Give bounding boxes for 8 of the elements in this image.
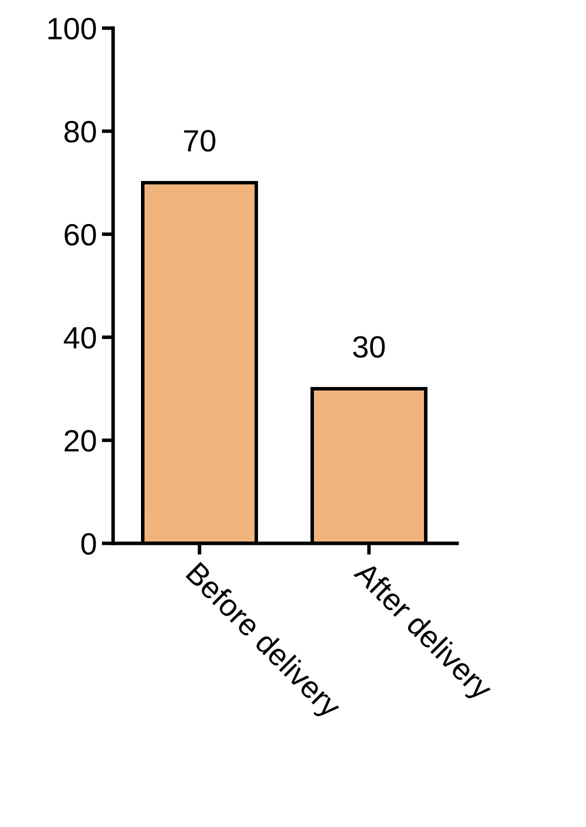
data-label: 30 (353, 336, 385, 358)
y-tick-label: 40 (64, 326, 96, 349)
y-tick-label: 20 (64, 430, 96, 452)
y-tick-label: 80 (64, 120, 96, 143)
y-tick-label: 100 (48, 18, 96, 40)
y-tick-label: 0 (81, 533, 96, 555)
y-tick-label: 60 (64, 224, 96, 246)
data-label: 70 (184, 130, 216, 152)
